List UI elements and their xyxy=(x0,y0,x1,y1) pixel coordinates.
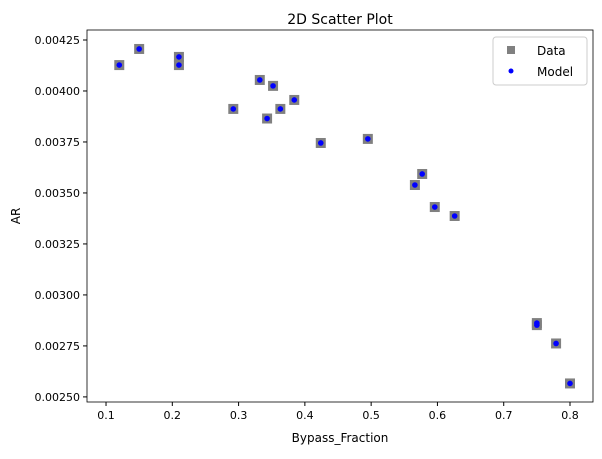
y-tick-label: 0.00275 xyxy=(35,340,81,353)
model-point xyxy=(116,62,123,68)
model-point xyxy=(451,213,458,219)
y-axis-label: AR xyxy=(9,208,23,225)
model-point xyxy=(264,115,270,122)
legend-marker-model xyxy=(508,68,514,74)
legend-box xyxy=(492,36,588,86)
y-tick-label: 0.00400 xyxy=(35,85,81,98)
y-tick-label: 0.00325 xyxy=(35,238,81,251)
x-tick-label: 0.1 xyxy=(97,409,115,422)
model-point xyxy=(553,340,559,347)
model-point xyxy=(534,322,540,328)
chart-title: 2D Scatter Plot xyxy=(287,12,393,28)
model-point xyxy=(176,54,182,60)
x-axis-label: Bypass_Fraction xyxy=(292,431,389,445)
model-point xyxy=(270,83,276,89)
legend: Data Model xyxy=(492,36,588,86)
model-point xyxy=(567,380,573,387)
x-tick-label: 0.6 xyxy=(429,409,447,422)
model-point xyxy=(365,136,371,142)
model-point xyxy=(291,97,298,103)
x-tick-label: 0.8 xyxy=(561,409,579,422)
y-tick-label: 0.00375 xyxy=(35,136,81,149)
y-tick-label: 0.00250 xyxy=(35,391,81,404)
x-tick-label: 0.3 xyxy=(230,409,248,422)
model-point xyxy=(317,140,324,146)
x-tick-label: 0.4 xyxy=(296,409,314,422)
y-tick-label: 0.00300 xyxy=(35,289,81,302)
y-tick-label: 0.00425 xyxy=(35,34,81,47)
model-point xyxy=(419,171,425,177)
model-point xyxy=(176,62,182,68)
model-point xyxy=(412,182,418,188)
axes-frame xyxy=(86,29,594,403)
legend-label-data: Data xyxy=(537,44,566,58)
model-point xyxy=(277,106,284,112)
legend-label-model: Model xyxy=(537,65,573,79)
x-tick-label: 0.5 xyxy=(362,409,380,422)
x-tick-label: 0.7 xyxy=(495,409,513,422)
model-point xyxy=(431,204,438,210)
model-point xyxy=(136,46,142,52)
model-point xyxy=(230,106,237,112)
model-point xyxy=(256,77,263,83)
y-tick-label: 0.00350 xyxy=(35,187,81,200)
legend-marker-data xyxy=(507,46,515,54)
x-tick-label: 0.2 xyxy=(164,409,182,422)
